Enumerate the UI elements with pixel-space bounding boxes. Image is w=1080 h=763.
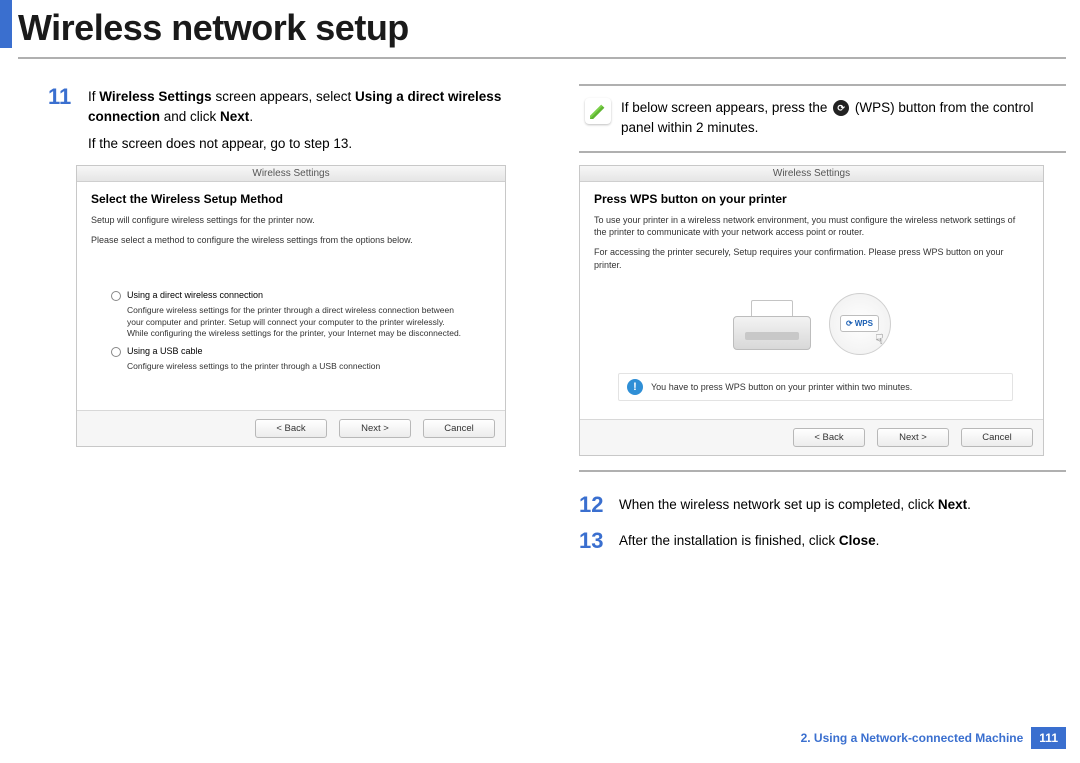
dialog-body: Press WPS button on your printer To use … [580,182,1043,419]
note-text: If below screen appears, press the ⟳ (WP… [621,98,1060,137]
alert-row: ! You have to press WPS button on your p… [618,373,1013,401]
step-number: 11 [48,84,88,110]
step12-bold: Next [938,497,967,512]
step13-post: . [876,533,880,548]
step-number: 13 [579,528,619,554]
step-body: After the installation is finished, clic… [619,528,879,551]
dialog-button-row: < Back Next > Cancel [77,410,505,446]
dialog-text-1: Setup will configure wireless settings f… [91,214,491,226]
note-pre: If below screen appears, press the [621,100,831,115]
page-header: Wireless network setup [0,0,1080,48]
step-11-subtext: If the screen does not appear, go to ste… [88,136,535,151]
next-button[interactable]: Next > [877,428,949,447]
screenshot-wps: Wireless Settings Press WPS button on yo… [579,165,1044,456]
dialog-text-2: For accessing the printer securely, Setu… [594,246,1029,270]
dialog-text-2: Please select a method to configure the … [91,234,491,246]
next-button[interactable]: Next > [339,419,411,438]
step13-bold: Close [839,533,876,548]
left-column: 11 If Wireless Settings screen appears, … [48,84,535,564]
header-rule [18,57,1066,59]
printer-icon [733,298,811,350]
step-13: 13 After the installation is finished, c… [579,528,1066,554]
radio-icon [111,291,121,301]
radio-label: Using a direct wireless connection [127,290,263,300]
radio-icon [111,347,121,357]
cancel-button[interactable]: Cancel [423,419,495,438]
radio-desc-direct: Configure wireless settings for the prin… [127,305,471,339]
step-body: If Wireless Settings screen appears, sel… [88,84,535,126]
cancel-button[interactable]: Cancel [961,428,1033,447]
wps-bubble: ⟳WPS ☟ [829,293,891,355]
note-block: If below screen appears, press the ⟳ (WP… [579,84,1066,153]
back-button[interactable]: < Back [255,419,327,438]
dialog-text-1: To use your printer in a wireless networ… [594,214,1029,238]
footer-page-number: 111 [1031,727,1066,749]
content-columns: 11 If Wireless Settings screen appears, … [0,84,1080,564]
step12-post: . [967,497,971,512]
printer-illustration: ⟳WPS ☟ [594,279,1029,373]
radio-option-usb[interactable]: Using a USB cable [111,346,491,357]
step12-pre: When the wireless network set up is comp… [619,497,938,512]
radio-label: Using a USB cable [127,346,203,356]
info-icon: ! [627,379,643,395]
dialog-heading: Press WPS button on your printer [594,192,1029,206]
bold-next: Next [220,109,249,124]
dialog-title: Wireless Settings [77,166,505,182]
pencil-icon [590,103,606,119]
radio-option-direct[interactable]: Using a direct wireless connection [111,290,491,301]
dialog-title: Wireless Settings [580,166,1043,182]
alert-text: You have to press WPS button on your pri… [651,382,912,392]
step-body: When the wireless network set up is comp… [619,492,971,515]
back-button[interactable]: < Back [793,428,865,447]
step13-pre: After the installation is finished, clic… [619,533,839,548]
step-number: 12 [579,492,619,518]
note-icon [585,98,611,124]
dialog-body: Select the Wireless Setup Method Setup w… [77,182,505,410]
dialog-button-row: < Back Next > Cancel [580,419,1043,455]
note-bottom-rule [579,470,1066,472]
header-accent-tab [0,0,12,48]
page-title: Wireless network setup [18,10,409,48]
hand-cursor-icon: ☟ [875,331,884,348]
right-column: If below screen appears, press the ⟳ (WP… [579,84,1066,564]
wps-button-graphic: ⟳WPS [840,315,879,332]
step-12: 12 When the wireless network set up is c… [579,492,1066,518]
wps-icon: ⟳ [833,100,849,116]
step-11: 11 If Wireless Settings screen appears, … [48,84,535,126]
wps-label: WPS [855,319,873,328]
footer-chapter: 2. Using a Network-connected Machine [801,731,1024,745]
screenshot-wireless-method: Wireless Settings Select the Wireless Se… [76,165,506,447]
dialog-heading: Select the Wireless Setup Method [91,192,491,206]
page-footer: 2. Using a Network-connected Machine 111 [801,727,1066,749]
bold-wireless-settings: Wireless Settings [99,89,211,104]
radio-desc-usb: Configure wireless settings to the print… [127,361,471,372]
